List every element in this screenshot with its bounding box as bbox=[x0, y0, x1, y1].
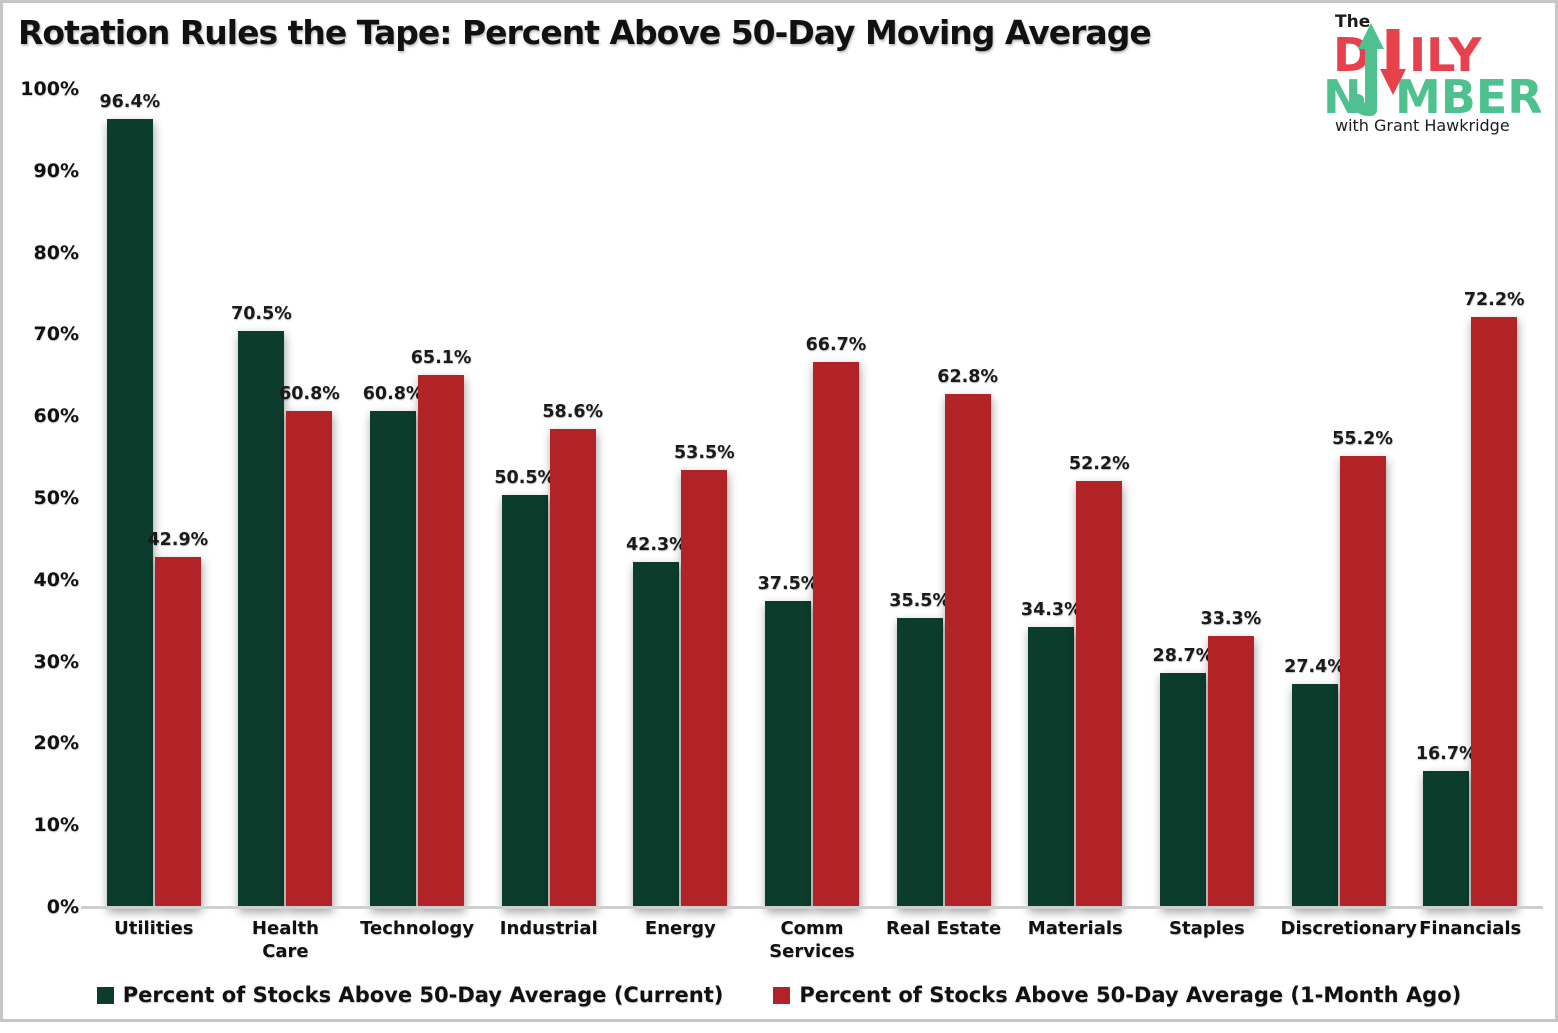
bar-current: 50.5% bbox=[494, 468, 555, 908]
value-label: 34.3% bbox=[1020, 600, 1082, 621]
bar-current: 96.4% bbox=[99, 92, 160, 908]
logo-number-mber: MBER bbox=[1395, 70, 1541, 124]
legend-swatch bbox=[773, 986, 791, 1004]
category-label: Utilities bbox=[114, 918, 194, 939]
bar-prior: 72.2% bbox=[1464, 290, 1525, 908]
bar-group: 50.5% 58.6% bbox=[483, 90, 615, 908]
bar-current: 35.5% bbox=[889, 591, 950, 908]
bar-group: 34.3% 52.2% bbox=[1009, 90, 1141, 908]
category-label: Technology bbox=[360, 918, 475, 939]
y-tick-label: 70% bbox=[33, 323, 79, 346]
value-label: 96.4% bbox=[99, 92, 161, 113]
y-tick-label: 20% bbox=[33, 732, 79, 755]
bar-prior: 66.7% bbox=[806, 335, 866, 908]
bar-prior: 58.6% bbox=[542, 402, 603, 908]
value-label: 52.2% bbox=[1068, 454, 1130, 475]
bar-current: 16.7% bbox=[1416, 744, 1477, 908]
value-label: 28.7% bbox=[1152, 646, 1214, 667]
value-label: 55.2% bbox=[1332, 429, 1393, 450]
y-tick-label: 90% bbox=[33, 159, 79, 182]
bar-current: 42.3% bbox=[626, 535, 687, 908]
y-tick-label: 80% bbox=[33, 241, 79, 264]
value-label: 60.8% bbox=[362, 383, 424, 404]
category-label: Discretionary bbox=[1280, 918, 1417, 939]
value-label: 50.5% bbox=[494, 467, 556, 488]
up-arrow-icon bbox=[1352, 23, 1384, 117]
bar-current: 60.8% bbox=[363, 384, 423, 908]
bar-group: 35.5% 62.8% bbox=[878, 90, 1010, 908]
page-title: Rotation Rules the Tape: Percent Above 5… bbox=[18, 13, 1152, 52]
y-tick-label: 60% bbox=[33, 405, 79, 428]
down-arrow-icon bbox=[1380, 29, 1406, 95]
logo-the: The bbox=[1335, 12, 1370, 32]
bar-current: 27.4% bbox=[1284, 657, 1345, 908]
plot-area: 96.4% 42.9% 70.5% 60.8% 60.8% 65.1% 50.5% 58.6%… bbox=[88, 90, 1536, 908]
y-tick-label: 0% bbox=[46, 896, 79, 918]
bar-prior: 52.2% bbox=[1069, 454, 1130, 908]
value-label: 16.7% bbox=[1415, 744, 1477, 765]
value-label: 65.1% bbox=[410, 348, 472, 369]
bar-current: 37.5% bbox=[758, 574, 818, 908]
y-tick-label: 30% bbox=[33, 650, 79, 673]
value-label: 35.5% bbox=[889, 590, 950, 611]
bar-prior: 55.2% bbox=[1332, 429, 1393, 908]
category-label: Staples bbox=[1169, 918, 1245, 939]
value-label: 33.3% bbox=[1200, 608, 1262, 629]
value-label: 42.9% bbox=[147, 530, 209, 551]
bar-group: 42.3% 53.5% bbox=[615, 90, 747, 908]
y-tick-label: 100% bbox=[20, 78, 79, 100]
bar-prior: 60.8% bbox=[279, 384, 340, 908]
category-label: Comm Services bbox=[769, 918, 855, 962]
legend-label: Percent of Stocks Above 50-Day Average (… bbox=[799, 983, 1462, 1007]
legend-label: Percent of Stocks Above 50-Day Average (… bbox=[122, 983, 724, 1007]
logo-daily-ily: ILY bbox=[1409, 28, 1482, 82]
bar-current: 70.5% bbox=[231, 304, 292, 908]
value-label: 60.8% bbox=[279, 383, 340, 404]
legend-item: Percent of Stocks Above 50-Day Average (… bbox=[96, 983, 724, 1007]
category-label: Real Estate bbox=[886, 918, 1002, 939]
x-axis-line bbox=[81, 906, 1543, 909]
bar-group: 70.5% 60.8% bbox=[220, 90, 352, 908]
y-tick-label: 10% bbox=[33, 814, 79, 837]
category-label: Financials bbox=[1419, 918, 1522, 939]
y-tick-label: 40% bbox=[33, 568, 79, 591]
value-label: 37.5% bbox=[757, 574, 819, 595]
bar-group: 28.7% 33.3% bbox=[1141, 90, 1273, 908]
bar-prior: 53.5% bbox=[674, 443, 735, 908]
bar-prior: 33.3% bbox=[1201, 609, 1261, 908]
value-label: 62.8% bbox=[937, 367, 998, 388]
bar-current: 34.3% bbox=[1021, 600, 1082, 908]
value-label: 70.5% bbox=[231, 304, 292, 325]
value-label: 72.2% bbox=[1463, 290, 1525, 311]
category-label: Health Care bbox=[251, 918, 319, 962]
legend-swatch bbox=[96, 986, 114, 1004]
value-label: 53.5% bbox=[673, 443, 735, 464]
legend-item: Percent of Stocks Above 50-Day Average (… bbox=[773, 983, 1461, 1007]
daily-number-logo: The D ILY N MBER with Grant Hawkridge bbox=[1323, 12, 1541, 135]
bar-current: 28.7% bbox=[1153, 646, 1213, 908]
value-label: 66.7% bbox=[805, 335, 867, 356]
bar-group: 16.7% 72.2% bbox=[1404, 90, 1536, 908]
bar-prior: 65.1% bbox=[411, 348, 471, 908]
value-label: 27.4% bbox=[1284, 656, 1345, 677]
bar-group: 60.8% 65.1% bbox=[351, 90, 483, 908]
bar-group: 27.4% 55.2% bbox=[1273, 90, 1405, 908]
bar-prior: 42.9% bbox=[147, 530, 208, 908]
chart-legend: Percent of Stocks Above 50-Day Average (… bbox=[3, 983, 1555, 1007]
category-label: Materials bbox=[1027, 918, 1123, 939]
value-label: 42.3% bbox=[625, 535, 687, 555]
category-label: Industrial bbox=[499, 918, 598, 939]
bar-group: 37.5% 66.7% bbox=[746, 90, 878, 908]
y-tick-label: 50% bbox=[33, 487, 79, 509]
logo-tagline: with Grant Hawkridge bbox=[1335, 116, 1510, 135]
value-label: 58.6% bbox=[542, 401, 604, 422]
category-label: Energy bbox=[644, 918, 716, 939]
bar-group: 96.4% 42.9% bbox=[88, 90, 220, 908]
bar-prior: 62.8% bbox=[937, 367, 998, 908]
